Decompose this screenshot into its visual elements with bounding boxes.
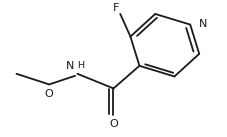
Text: N: N [66,61,74,71]
Text: O: O [45,89,54,99]
Text: F: F [113,3,119,13]
Text: O: O [109,119,118,129]
Text: H: H [77,61,84,70]
Text: N: N [199,19,208,29]
